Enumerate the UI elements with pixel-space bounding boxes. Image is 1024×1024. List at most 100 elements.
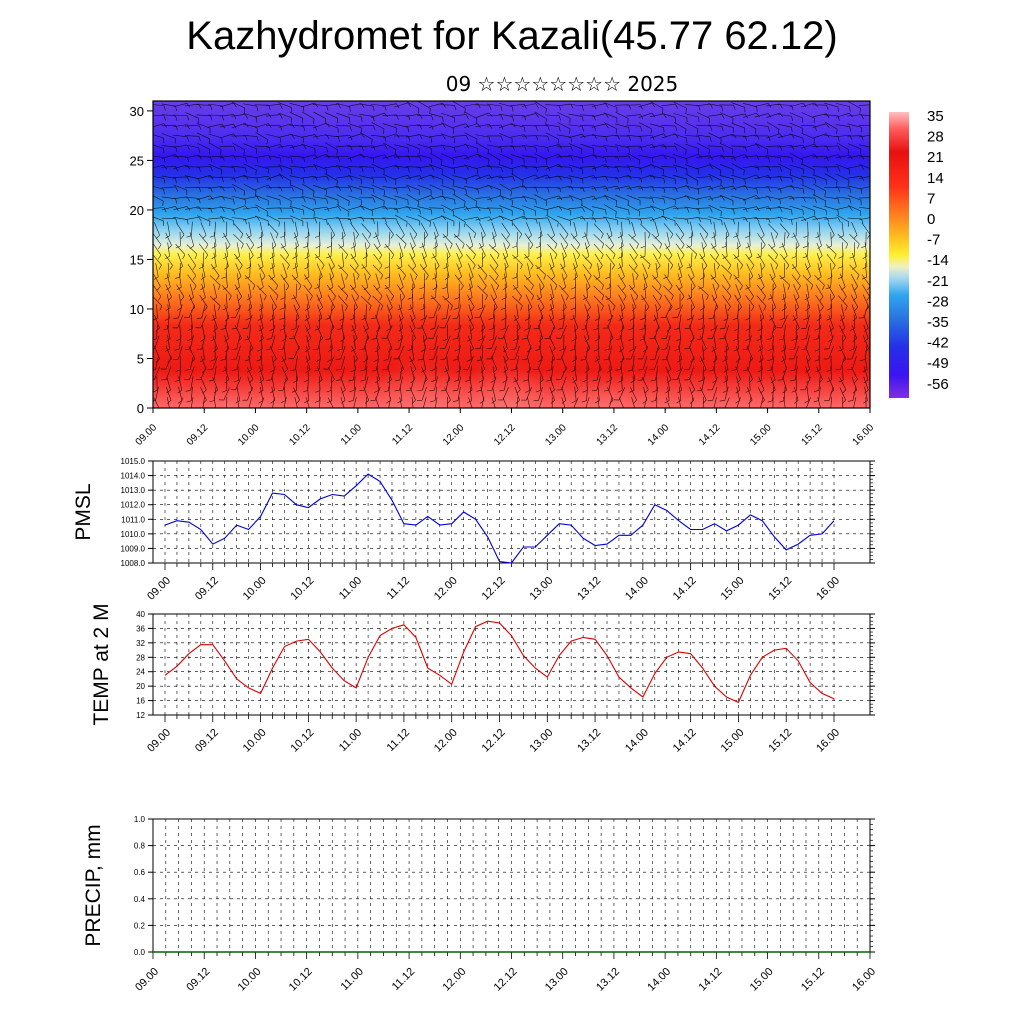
x-tick-label: 10.00 (241, 575, 269, 603)
y-tick-label: 12 (136, 711, 145, 720)
y-axis-label: TEMP at 2 M (90, 603, 113, 725)
y-axis-label: PRECIP, mm (82, 824, 105, 946)
y-axis-label: PMSL (72, 483, 95, 540)
y-tick-label: 15 (130, 252, 144, 267)
cross-section-y-axis: 0 5 10 15 20 25 30 (130, 104, 153, 416)
colorbar-label: 7 (927, 190, 935, 207)
y-tick-label: 36 (136, 624, 145, 633)
x-tick-label: 12.12 (480, 575, 508, 603)
x-tick-label: 14.12 (671, 575, 699, 603)
y-tick-label: 24 (136, 668, 145, 677)
x-tick-label: 09.00 (133, 966, 161, 994)
series-line (164, 620, 835, 704)
y-tick-label: 0.8 (134, 842, 146, 851)
x-tick-label: 09.12 (193, 727, 221, 755)
colorbar-label: -21 (927, 273, 949, 290)
y-tick-label: 1013.0 (121, 486, 146, 495)
x-tick-label: 11.12 (390, 422, 415, 447)
x-tick-label: 16.00 (851, 422, 877, 448)
x-tick-label: 11.00 (339, 422, 364, 447)
series-line (164, 473, 835, 564)
x-tick-label: 10.12 (287, 966, 315, 994)
x-tick-label: 15.12 (799, 966, 827, 994)
x-tick-label: 12.00 (441, 422, 467, 448)
x-tick-label: 11.00 (337, 727, 364, 754)
colorbar-label: 14 (927, 170, 944, 187)
x-tick-label: 11.12 (385, 575, 412, 602)
x-tick-label: 12.00 (432, 727, 460, 755)
y-tick-label: 10 (130, 302, 144, 317)
y-tick-label: 16 (136, 697, 145, 706)
x-tick-label: 11.00 (337, 575, 364, 602)
x-tick-label: 15.12 (799, 422, 825, 448)
y-tick-label: 0 (137, 401, 144, 416)
x-tick-label: 15.00 (719, 727, 747, 755)
y-tick-label: 5 (137, 351, 144, 366)
x-tick-label: 14.00 (646, 422, 672, 448)
x-tick-label: 10.00 (236, 422, 262, 448)
x-tick-label: 11.00 (339, 966, 366, 993)
y-tick-label: 1012.0 (121, 501, 146, 510)
x-tick-label: 16.00 (814, 575, 842, 603)
y-tick-label: 0.6 (134, 868, 146, 877)
y-tick-label: 1014.0 (121, 472, 146, 481)
x-tick-label: 10.00 (236, 966, 264, 994)
x-tick-label: 14.12 (697, 422, 723, 448)
x-tick-label: 13.12 (595, 422, 621, 448)
warm-core-2 (465, 340, 545, 408)
colorbar-label: -7 (927, 232, 940, 249)
x-tick-label: 12.00 (440, 966, 468, 994)
x-tick-label: 10.12 (287, 422, 313, 448)
y-tick-label: 1008.0 (121, 559, 146, 568)
x-tick-label: 13.12 (575, 727, 603, 755)
x-tick-label: 15.12 (766, 575, 794, 603)
y-tick-label: 0.2 (134, 921, 146, 930)
x-tick-label: 15.00 (748, 422, 774, 448)
x-tick-label: 14.12 (697, 966, 725, 994)
x-tick-label: 09.12 (184, 966, 212, 994)
x-tick-label: 09.00 (145, 727, 173, 755)
colorbar: 35 28 21 14 7 0 -7 -14 -21 -28 -35 -42 -49 -56 (889, 108, 949, 398)
x-tick-label: 11.12 (385, 727, 412, 754)
x-tick-label: 10.00 (241, 727, 269, 755)
colorbar-label: 21 (927, 149, 944, 166)
x-tick-label: 14.00 (623, 575, 651, 603)
y-tick-label: 1009.0 (121, 544, 146, 553)
x-tick-label: 13.00 (527, 727, 555, 755)
y-tick-label: 30 (130, 104, 144, 119)
y-tick-label: 20 (130, 203, 144, 218)
x-tick-label: 14.12 (671, 727, 699, 755)
x-tick-label: 13.00 (527, 575, 555, 603)
precip-plot: 0.0 0.2 0.4 0.6 0.8 1.0 09.00 09.12 10.00 10.12 11… (82, 815, 878, 994)
x-tick-label: 13.12 (575, 575, 603, 603)
x-tick-label: 09.12 (193, 575, 221, 603)
x-tick-label: 16.00 (814, 727, 842, 755)
wind-barbs (153, 101, 870, 408)
y-tick-label: 25 (130, 153, 144, 168)
y-tick-label: 20 (136, 682, 145, 691)
x-tick-label: 13.00 (543, 966, 571, 994)
x-tick-label: 12.12 (480, 727, 508, 755)
x-tick-label: 12.12 (492, 422, 518, 448)
colorbar-labels: 35 28 21 14 7 0 -7 -14 -21 -28 -35 -42 -49 -56 (927, 108, 949, 393)
x-tick-label: 14.00 (623, 727, 651, 755)
colorbar-fill (889, 112, 909, 398)
chart-title: Kazhydromet for Kazali(45.77 62.12) (186, 14, 838, 58)
y-tick-label: 0.0 (134, 948, 146, 957)
x-tick-label: 12.00 (432, 575, 460, 603)
y-tick-label: 1010.0 (121, 530, 146, 539)
colorbar-label: 35 (927, 108, 944, 125)
x-tick-label: 09.00 (145, 575, 173, 603)
temp-plot: 12 16 20 24 28 32 36 40 09.00 09.12 10.00 10.12 11.0… (90, 603, 875, 755)
y-tick-label: 28 (136, 653, 145, 662)
y-tick-label: 1015.0 (121, 457, 146, 466)
y-tick-label: 32 (136, 639, 145, 648)
x-tick-label: 16.00 (850, 966, 878, 994)
x-tick-label: 09.00 (134, 422, 160, 448)
x-tick-label: 10.12 (289, 575, 317, 603)
x-tick-label: 13.00 (543, 422, 569, 448)
x-tick-label: 12.12 (492, 966, 520, 994)
y-tick-label: 1011.0 (121, 515, 145, 524)
cross-section-plot: 0 5 10 15 20 25 30 09.00 09.12 10.00 10.12 11.00 11… (130, 100, 877, 448)
